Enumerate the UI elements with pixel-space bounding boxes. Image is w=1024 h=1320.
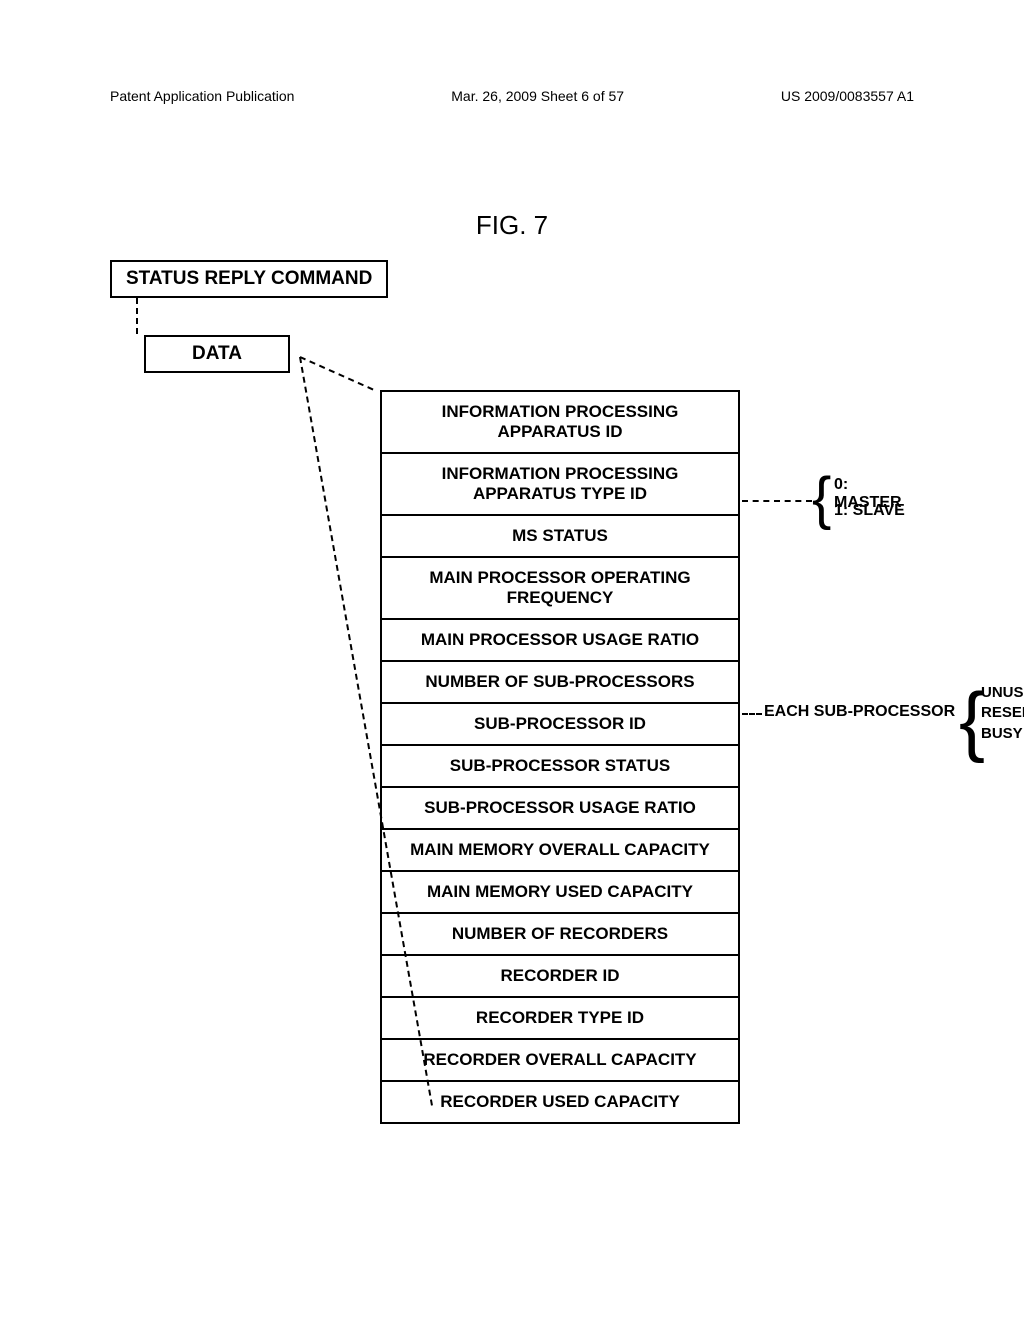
header-right: US 2009/0083557 A1	[781, 88, 914, 104]
subproc-states-list: UNUSED RESERVED BUSY	[981, 683, 1024, 744]
data-box: DATA	[144, 335, 290, 373]
ms-status-slave: 1: SLAVE	[834, 502, 905, 520]
subproc-state-unused: UNUSED	[981, 683, 1024, 703]
brace-icon: {	[812, 470, 831, 528]
row-recorder-overall-capacity: RECORDER OVERALL CAPACITY	[382, 1040, 738, 1082]
row-recorder-type-id: RECORDER TYPE ID	[382, 998, 738, 1040]
row-sub-processor-status: SUB-PROCESSOR STATUS	[382, 746, 738, 788]
row-number-of-sub-processors: NUMBER OF SUB-PROCESSORS	[382, 662, 738, 704]
status-reply-command-box: STATUS REPLY COMMAND	[110, 260, 388, 298]
row-sub-processor-id: SUB-PROCESSOR ID	[382, 704, 738, 746]
data-fields-table: INFORMATION PROCESSING APPARATUS ID INFO…	[380, 390, 740, 1124]
figure-title: FIG. 7	[0, 210, 1024, 241]
row-info-processing-apparatus-type-id: INFORMATION PROCESSING APPARATUS TYPE ID	[382, 454, 738, 516]
row-recorder-id: RECORDER ID	[382, 956, 738, 998]
connector-ms-status	[742, 500, 812, 502]
connector-cmd-to-data	[136, 298, 138, 334]
diagram-container: STATUS REPLY COMMAND DATA INFORMATION PR…	[110, 260, 914, 1220]
row-recorder-used-capacity: RECORDER USED CAPACITY	[382, 1082, 738, 1124]
row-sub-processor-usage-ratio: SUB-PROCESSOR USAGE RATIO	[382, 788, 738, 830]
row-main-processor-usage-ratio: MAIN PROCESSOR USAGE RATIO	[382, 620, 738, 662]
row-info-processing-apparatus-id: INFORMATION PROCESSING APPARATUS ID	[382, 392, 738, 454]
each-sub-processor-label: EACH SUB-PROCESSOR	[764, 703, 955, 721]
subproc-state-busy: BUSY	[981, 724, 1024, 744]
row-main-processor-operating-frequency: MAIN PROCESSOR OPERATING FREQUENCY	[382, 558, 738, 620]
row-ms-status: MS STATUS	[382, 516, 738, 558]
header-left: Patent Application Publication	[110, 88, 294, 104]
row-main-memory-overall-capacity: MAIN MEMORY OVERALL CAPACITY	[382, 830, 738, 872]
header-center: Mar. 26, 2009 Sheet 6 of 57	[451, 88, 624, 104]
page-header: Patent Application Publication Mar. 26, …	[0, 88, 1024, 104]
connector-data-to-table-top	[300, 356, 374, 390]
row-number-of-recorders: NUMBER OF RECORDERS	[382, 914, 738, 956]
connector-subproc-status	[742, 713, 762, 715]
subproc-state-reserved: RESERVED	[981, 703, 1024, 723]
row-main-memory-used-capacity: MAIN MEMORY USED CAPACITY	[382, 872, 738, 914]
